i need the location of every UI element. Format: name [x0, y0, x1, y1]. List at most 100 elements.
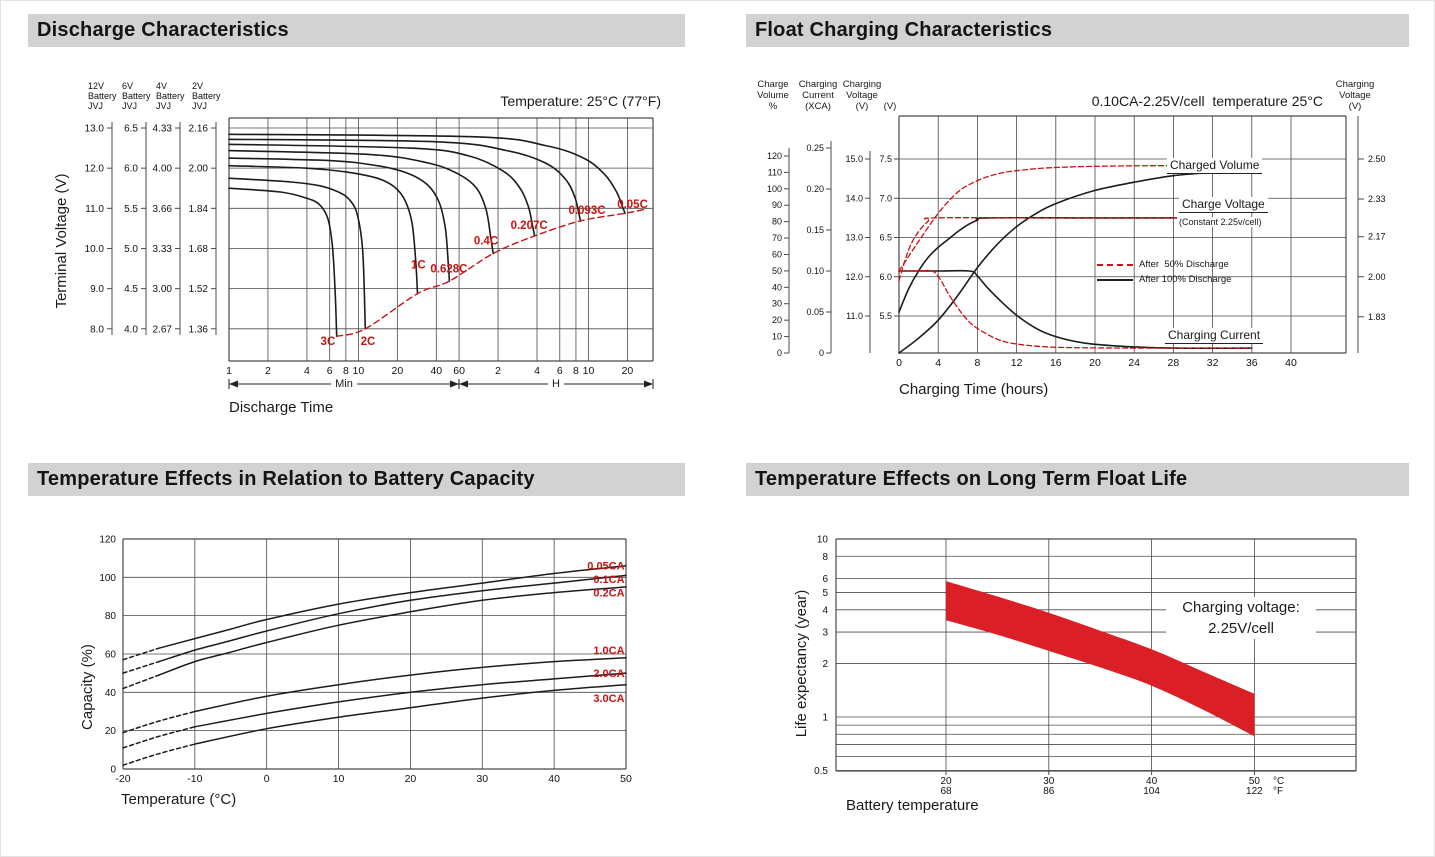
capacity-curve-dashed-0.1CA	[122, 660, 160, 674]
charge-volume-axis-header: Charge Volume %	[757, 79, 789, 112]
y-tick-years: 4	[822, 605, 828, 616]
x-tick-hours: 8	[974, 357, 980, 369]
x-tick-minutes: 10	[353, 365, 365, 377]
scale-tick-label: 0	[777, 348, 782, 358]
scale-tick-label: 7.5	[879, 154, 892, 164]
x-tick-celsius: 30	[1043, 776, 1055, 787]
c-rate-label: 0.093C	[568, 205, 605, 217]
life-expectancy-axis-label: Life expectancy (year)	[793, 589, 810, 738]
x-tick-celsius: 0	[264, 773, 270, 785]
terminal-voltage-axis-label: Terminal Voltage (V)	[53, 173, 70, 309]
discharge-time-axis-label: Discharge Time	[229, 399, 334, 416]
dashed-red-line-swatch	[1097, 263, 1133, 266]
solid-black-line-swatch	[1097, 278, 1133, 281]
x-tick-hours: 6	[557, 365, 563, 377]
discharge-curve-0.4C	[228, 149, 494, 255]
capacity-curve-0.05CA	[158, 565, 627, 649]
discharge-curve-0.207C	[228, 143, 536, 237]
y-tick-years: 1	[822, 713, 828, 724]
scale-tick-label: 8.0	[90, 324, 104, 335]
scale-tick-label: 0.25	[806, 143, 824, 153]
battery-temperature-axis-label: Battery temperature	[846, 797, 979, 814]
y-tick-percent: 20	[105, 726, 117, 737]
section-title-discharge: Discharge Characteristics	[28, 14, 685, 47]
y-tick-percent: 40	[105, 688, 117, 699]
charging-voltage-annotation: Charging voltage: 2.25V/cell	[1166, 597, 1316, 639]
scale-tick-label: 0.20	[806, 184, 824, 194]
x-tick-hours: 16	[1050, 357, 1062, 369]
scale-tick-label: 15.0	[845, 154, 863, 164]
x-tick-hours: 0	[896, 357, 902, 369]
scale-tick-label: 100	[767, 184, 782, 194]
legend-after-50-discharge: After 50% Discharge	[1097, 259, 1229, 270]
scale-tick-label: 40	[772, 282, 782, 292]
capacity-curve-1.0CA	[194, 657, 627, 713]
charging-time-axis-label: Charging Time (hours)	[899, 381, 1049, 398]
scale-tick-label: 6.5	[124, 124, 138, 135]
capacity-curve-0.2CA	[158, 586, 627, 676]
scale-tick-label: 11.0	[85, 204, 104, 215]
scale-header: JVJ	[88, 101, 103, 111]
charging-current-axis-header: Charging Current (XCA)	[798, 79, 838, 112]
x-tick-hours: 40	[1285, 357, 1297, 369]
right-charging-voltage-axis-header: Charging Voltage (V)	[1335, 79, 1375, 112]
scale-tick-label: 9.0	[90, 284, 104, 295]
x-tick-fahrenheit: 68	[940, 786, 952, 797]
scale-header: Battery	[156, 91, 185, 101]
scale-tick-label: 4.0	[124, 324, 138, 335]
section-title-float-life: Temperature Effects on Long Term Float L…	[746, 463, 1409, 496]
x-tick-fahrenheit: 104	[1143, 786, 1160, 797]
x-tick-fahrenheit: 122	[1246, 786, 1263, 797]
charged-volume-curve-label: Charged Volume	[1167, 158, 1263, 174]
x-tick-celsius: 30	[476, 773, 488, 785]
scale-tick-label: 5.5	[879, 311, 892, 321]
legend-label: After 50% Discharge	[1139, 259, 1229, 270]
temperature-note: Temperature: 25°C (77°F)	[500, 93, 661, 109]
y-tick-percent: 60	[105, 649, 117, 660]
rate-label: 0.2CA	[593, 587, 624, 599]
y-tick-percent: 80	[105, 611, 117, 622]
section-title-float-charging: Float Charging Characteristics	[746, 14, 1409, 47]
legend-label: After 100% Discharge	[1139, 274, 1232, 285]
x-tick-minutes: 2	[265, 365, 271, 377]
capacity-curve-dashed-1.0CA	[122, 710, 196, 734]
discharge-curve-3C	[228, 187, 338, 338]
discharge-curve-0.628C	[228, 157, 451, 282]
x-tick-minutes: 1	[226, 365, 232, 377]
x-tick-minutes: 20	[392, 365, 404, 377]
discharge-curve-2C	[228, 177, 367, 330]
charging-curve-dashed	[898, 217, 1253, 282]
scale-tick-label: 6.0	[124, 164, 138, 175]
capacity-curve-0.1CA	[158, 574, 627, 663]
capacity-curve-3.0CA	[194, 683, 627, 745]
x-tick-hours: 20	[1089, 357, 1101, 369]
c-rate-label: 2C	[361, 336, 376, 348]
voltage-6v-axis-header: (V)	[883, 101, 897, 112]
scale-tick-label: 2.33	[1368, 194, 1386, 204]
capacity-curve-dashed-0.05CA	[122, 647, 160, 661]
scale-tick-label: 3.00	[153, 284, 173, 295]
scale-tick-label: 20	[772, 315, 782, 325]
scale-header: 2V	[192, 81, 203, 91]
scale-tick-label: 6.0	[879, 272, 892, 282]
x-tick-hours: 36	[1246, 357, 1258, 369]
scale-tick-label: 3.33	[153, 244, 173, 255]
scale-tick-label: 90	[772, 200, 782, 210]
rate-label: 2.0CA	[593, 668, 624, 680]
x-tick-hours: 32	[1207, 357, 1219, 369]
scale-tick-label: 13.0	[845, 233, 863, 243]
arrow-right-icon	[644, 380, 653, 388]
c-rate-label: 3C	[321, 336, 336, 348]
arrow-right-icon	[450, 380, 459, 388]
scale-header: JVJ	[192, 101, 207, 111]
y-tick-percent: 0	[110, 765, 116, 776]
capacity-curve-dashed-0.2CA	[122, 674, 160, 690]
rate-label: 0.05CA	[587, 561, 624, 573]
legend-after-100-discharge: After 100% Discharge	[1097, 274, 1231, 285]
charge-voltage-curve-label: Charge Voltage	[1179, 197, 1268, 213]
y-tick-years: 10	[817, 535, 829, 546]
x-tick-hours: 8	[573, 365, 579, 377]
x-tick-celsius: -10	[187, 773, 202, 785]
scale-header: Battery	[88, 91, 117, 101]
